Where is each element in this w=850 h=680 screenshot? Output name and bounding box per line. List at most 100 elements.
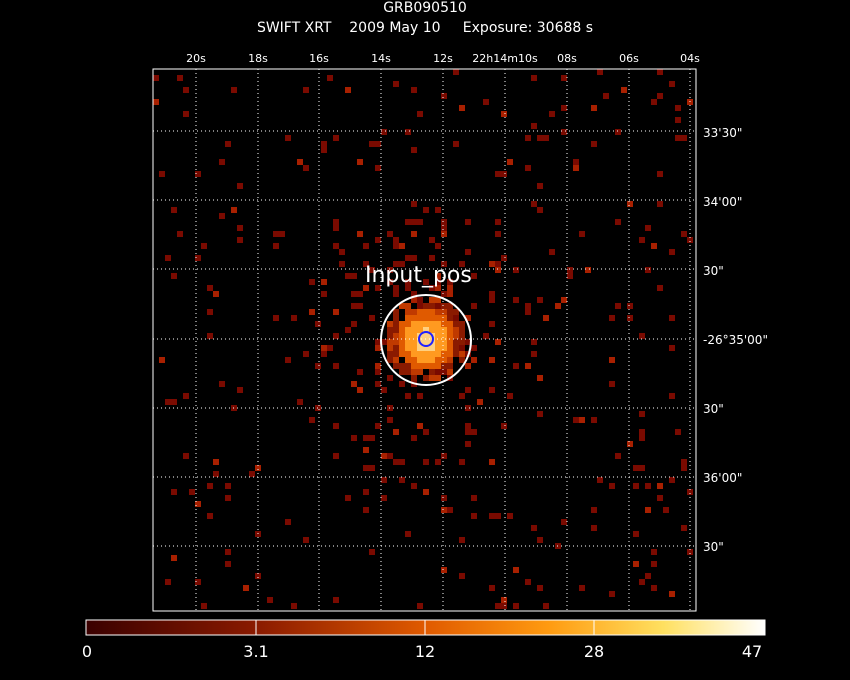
count-pixel bbox=[465, 363, 471, 369]
count-pixel bbox=[441, 357, 447, 363]
count-pixel bbox=[537, 135, 543, 141]
count-pixel bbox=[495, 261, 501, 267]
count-pixel bbox=[165, 579, 171, 585]
object-title: GRB090510 bbox=[383, 0, 467, 16]
count-pixel bbox=[579, 231, 585, 237]
count-pixel bbox=[423, 363, 429, 369]
count-pixel bbox=[447, 321, 453, 327]
count-pixel bbox=[639, 411, 645, 417]
count-pixel bbox=[393, 351, 399, 357]
count-pixel bbox=[423, 357, 429, 363]
count-pixel bbox=[429, 285, 435, 291]
count-pixel bbox=[495, 603, 501, 609]
count-pixel bbox=[627, 315, 633, 321]
count-pixel bbox=[345, 495, 351, 501]
count-pixel bbox=[459, 333, 465, 339]
count-pixel bbox=[417, 321, 423, 327]
count-pixel bbox=[405, 363, 411, 369]
count-pixel bbox=[441, 369, 447, 375]
coordinate-grid bbox=[153, 69, 696, 611]
count-pixel bbox=[387, 375, 393, 381]
count-pixel bbox=[387, 333, 393, 339]
count-pixel bbox=[639, 435, 645, 441]
count-pixel bbox=[309, 309, 315, 315]
count-pixel bbox=[363, 447, 369, 453]
count-pixel bbox=[483, 99, 489, 105]
count-pixel bbox=[309, 417, 315, 423]
count-pixel bbox=[549, 249, 555, 255]
count-pixel bbox=[615, 219, 621, 225]
count-pixel bbox=[153, 75, 159, 81]
count-pixel bbox=[537, 207, 543, 213]
count-pixel bbox=[633, 561, 639, 567]
count-pixel bbox=[285, 519, 291, 525]
count-pixel bbox=[225, 495, 231, 501]
count-pixel bbox=[447, 507, 453, 513]
count-pixel bbox=[405, 303, 411, 309]
count-pixel bbox=[399, 459, 405, 465]
count-pixel bbox=[303, 537, 309, 543]
count-pixel bbox=[393, 429, 399, 435]
count-pixel bbox=[393, 333, 399, 339]
count-pixel bbox=[195, 171, 201, 177]
count-pixel bbox=[435, 279, 441, 285]
ra-tick-label: 06s bbox=[619, 52, 639, 65]
count-pixel bbox=[489, 357, 495, 363]
ra-tick-label: 18s bbox=[248, 52, 268, 65]
count-pixel bbox=[525, 579, 531, 585]
count-pixel bbox=[447, 315, 453, 321]
count-pixel bbox=[465, 339, 471, 345]
count-pixel bbox=[405, 369, 411, 375]
count-pixel bbox=[573, 417, 579, 423]
count-pixel bbox=[435, 285, 441, 291]
count-pixel bbox=[441, 219, 447, 225]
count-pixel bbox=[459, 573, 465, 579]
count-pixel bbox=[225, 141, 231, 147]
count-pixel bbox=[411, 315, 417, 321]
count-pixel bbox=[405, 339, 411, 345]
count-pixel bbox=[387, 279, 393, 285]
count-pixel bbox=[393, 363, 399, 369]
count-pixel bbox=[429, 351, 435, 357]
count-pixel bbox=[417, 303, 423, 309]
count-pixel bbox=[321, 351, 327, 357]
count-pixel bbox=[477, 399, 483, 405]
count-pixel bbox=[387, 351, 393, 357]
count-pixel bbox=[687, 237, 693, 243]
count-pixel bbox=[441, 507, 447, 513]
count-pixel bbox=[399, 321, 405, 327]
count-pixel bbox=[411, 297, 417, 303]
count-pixel bbox=[255, 573, 261, 579]
count-pixel bbox=[369, 549, 375, 555]
count-pixel bbox=[453, 309, 459, 315]
count-pixel bbox=[387, 267, 393, 273]
count-pixel bbox=[441, 261, 447, 267]
count-pixel bbox=[315, 321, 321, 327]
count-pixel bbox=[435, 207, 441, 213]
count-pixel bbox=[387, 321, 393, 327]
count-pixel bbox=[309, 279, 315, 285]
count-pixel bbox=[333, 309, 339, 315]
count-pixel bbox=[363, 465, 369, 471]
count-pixel bbox=[561, 75, 567, 81]
count-pixel bbox=[375, 237, 381, 243]
count-pixel bbox=[417, 357, 423, 363]
count-pixel bbox=[579, 417, 585, 423]
count-pixel bbox=[375, 345, 381, 351]
count-pixel bbox=[399, 363, 405, 369]
count-pixel bbox=[177, 75, 183, 81]
count-pixel bbox=[531, 339, 537, 345]
count-pixel bbox=[399, 345, 405, 351]
count-pixel bbox=[321, 279, 327, 285]
count-pixel bbox=[615, 453, 621, 459]
count-pixel bbox=[423, 315, 429, 321]
count-pixel bbox=[369, 465, 375, 471]
count-pixel bbox=[435, 375, 441, 381]
count-pixel bbox=[681, 525, 687, 531]
count-pixel bbox=[393, 261, 399, 267]
count-pixel bbox=[657, 285, 663, 291]
count-pixel bbox=[423, 321, 429, 327]
ra-tick-label: 20s bbox=[186, 52, 206, 65]
count-pixel bbox=[333, 225, 339, 231]
count-pixel bbox=[171, 399, 177, 405]
